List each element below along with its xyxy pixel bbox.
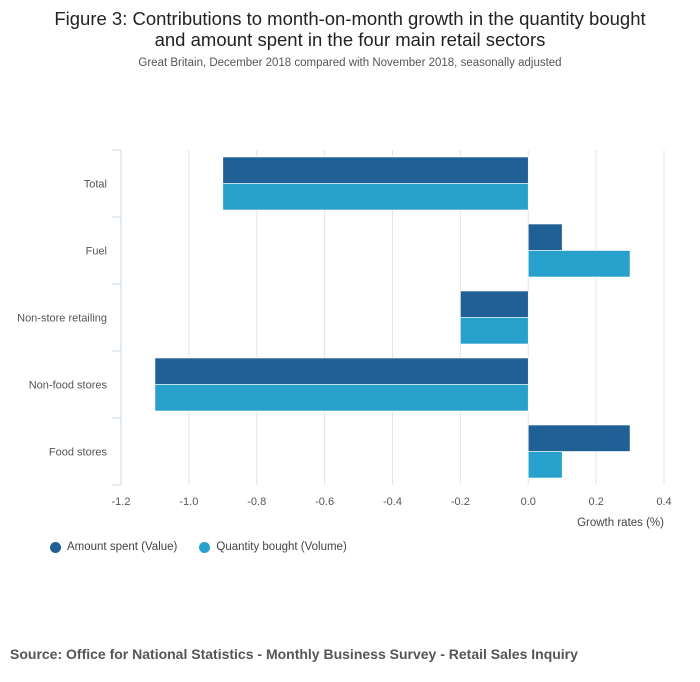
chart-title-line-1: Figure 3: Contributions to month-on-mont…: [54, 8, 646, 29]
legend-label-volume: Quantity bought (Volume): [216, 541, 347, 553]
x-tick-label: -1.0: [179, 496, 198, 508]
bar-value: [527, 424, 631, 452]
source-note: Source: Office for National Statistics -…: [10, 646, 578, 662]
x-tick-label: -0.8: [247, 496, 266, 508]
bar-value: [154, 357, 529, 385]
category-label: Food stores: [49, 447, 108, 459]
bar-volume: [154, 384, 529, 412]
bar-value: [460, 290, 529, 318]
bar-volume: [222, 183, 529, 211]
bar-volume: [460, 317, 529, 345]
legend-swatch-value: [50, 541, 61, 553]
legend-swatch-volume: [199, 541, 211, 553]
bar-volume: [527, 250, 631, 278]
bar-chart: Total Fuel Non-store retailing Non-food sto…: [17, 149, 672, 529]
bar-value: [222, 156, 529, 184]
chart-subtitle: Great Britain, December 2018 compared wi…: [138, 57, 562, 69]
x-tick-label: 0.4: [656, 496, 671, 508]
legend-item-volume[interactable]: Quantity bought (Volume): [199, 541, 347, 553]
x-tick-label: 0.0: [521, 496, 536, 508]
chart-legend: Amount spent (Value) Quantity bought (Vo…: [50, 541, 347, 553]
x-axis-title: Growth rates (%): [577, 517, 664, 529]
category-label: Total: [84, 179, 107, 191]
category-label: Fuel: [86, 246, 107, 258]
bar-value: [527, 223, 563, 251]
x-tick-label: -0.4: [383, 496, 402, 508]
legend-label-value: Amount spent (Value): [67, 541, 178, 553]
category-label: Non-store retailing: [17, 313, 107, 325]
x-tick-label: -0.2: [451, 496, 470, 508]
x-tick-label: -1.2: [112, 496, 131, 508]
legend-item-value[interactable]: Amount spent (Value): [50, 541, 177, 553]
bar-volume: [527, 451, 563, 479]
x-tick-label: -0.6: [315, 496, 334, 508]
category-label: Non-food stores: [29, 380, 108, 392]
chart-title-line-2: and amount spent in the four main retail…: [154, 29, 546, 50]
x-tick-label: 0.2: [588, 496, 603, 508]
